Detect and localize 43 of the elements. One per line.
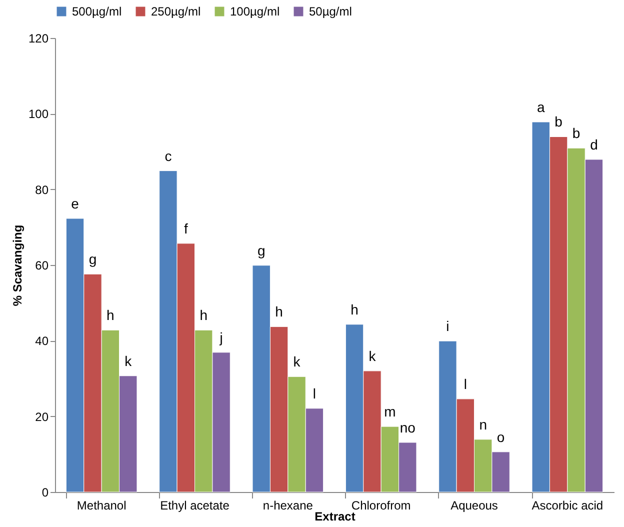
- y-tick-label: 100: [28, 107, 49, 122]
- data-label: l: [312, 385, 316, 402]
- legend-label: 250µg/ml: [151, 4, 201, 19]
- data-label: h: [275, 304, 283, 320]
- data-label: n: [479, 416, 487, 432]
- y-tick-label: 80: [35, 182, 49, 197]
- x-tick-label: n-hexane: [262, 498, 314, 512]
- data-label: o: [496, 428, 505, 445]
- y-tick-label: 60: [35, 258, 49, 272]
- x-tick-label: Ethyl acetate: [160, 498, 230, 512]
- data-label: h: [200, 307, 208, 324]
- data-label: i: [446, 318, 450, 334]
- data-label: c: [164, 148, 172, 164]
- x-tick-label: Ascorbic acid: [532, 498, 604, 512]
- data-label: g: [257, 242, 266, 258]
- data-label: k: [368, 348, 377, 364]
- x-tick-label: Chlorofrom: [351, 498, 411, 512]
- data-label: m: [384, 404, 396, 420]
- y-tick-label: 0: [42, 486, 49, 500]
- data-label: k: [293, 354, 302, 370]
- legend-label: 50µg/ml: [309, 4, 352, 19]
- data-label: e: [71, 195, 80, 212]
- y-tick-label: 120: [28, 32, 49, 46]
- legend-label: 500µg/ml: [72, 4, 122, 19]
- y-tick-label: 20: [35, 410, 49, 424]
- y-tick-label: 40: [35, 334, 49, 348]
- data-label: a: [536, 98, 545, 115]
- data-label: h: [106, 307, 114, 324]
- data-label: l: [464, 376, 467, 392]
- data-label: k: [124, 352, 133, 369]
- legend-label: 100µg/ml: [230, 4, 280, 19]
- x-tick-label: Aqueous: [450, 498, 498, 512]
- data-label: g: [88, 251, 97, 268]
- data-label: b: [572, 125, 580, 142]
- data-label: h: [350, 301, 358, 318]
- data-label: no: [400, 419, 416, 436]
- x-axis-title: Extract: [314, 510, 356, 524]
- data-label: b: [554, 114, 563, 130]
- data-label: j: [218, 329, 223, 346]
- y-axis-title: % Scavanging: [10, 224, 24, 306]
- data-label: d: [590, 136, 598, 152]
- x-tick-label: Methanol: [76, 498, 126, 512]
- data-label: f: [184, 220, 188, 236]
